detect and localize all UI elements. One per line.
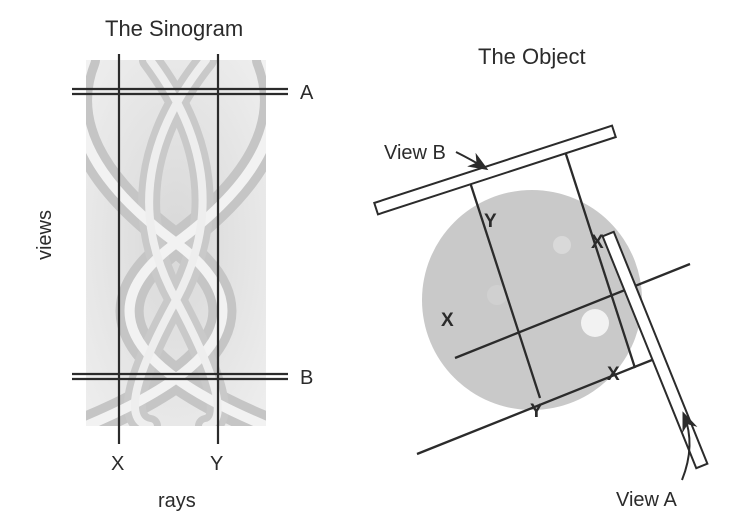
- callout-label-viewA: View A: [616, 489, 677, 511]
- sinogram-label-Y: Y: [210, 453, 223, 475]
- figure-svg: A B X Y Y X X Y X View B View A: [0, 0, 744, 526]
- object-group: Y X X Y X View B View A: [374, 126, 707, 511]
- object-marker-B_X: X: [591, 232, 604, 253]
- sinogram-label-X: X: [111, 453, 124, 475]
- callout-arrow-viewB: [456, 152, 485, 168]
- sinogram-group: A B X Y: [72, 54, 314, 475]
- callout-label-viewB: View B: [384, 142, 446, 164]
- sinogram-label-A: A: [300, 82, 314, 104]
- sinogram-label-B: B: [300, 367, 313, 389]
- object-marker-X_left: X: [441, 310, 454, 331]
- object-marker-A_Y: Y: [530, 401, 543, 422]
- diagram-stage: The Sinogram The Object views rays ABXY: [0, 0, 744, 526]
- object-marker-A_X: X: [607, 364, 620, 385]
- object-marker-B_Y: Y: [484, 211, 497, 232]
